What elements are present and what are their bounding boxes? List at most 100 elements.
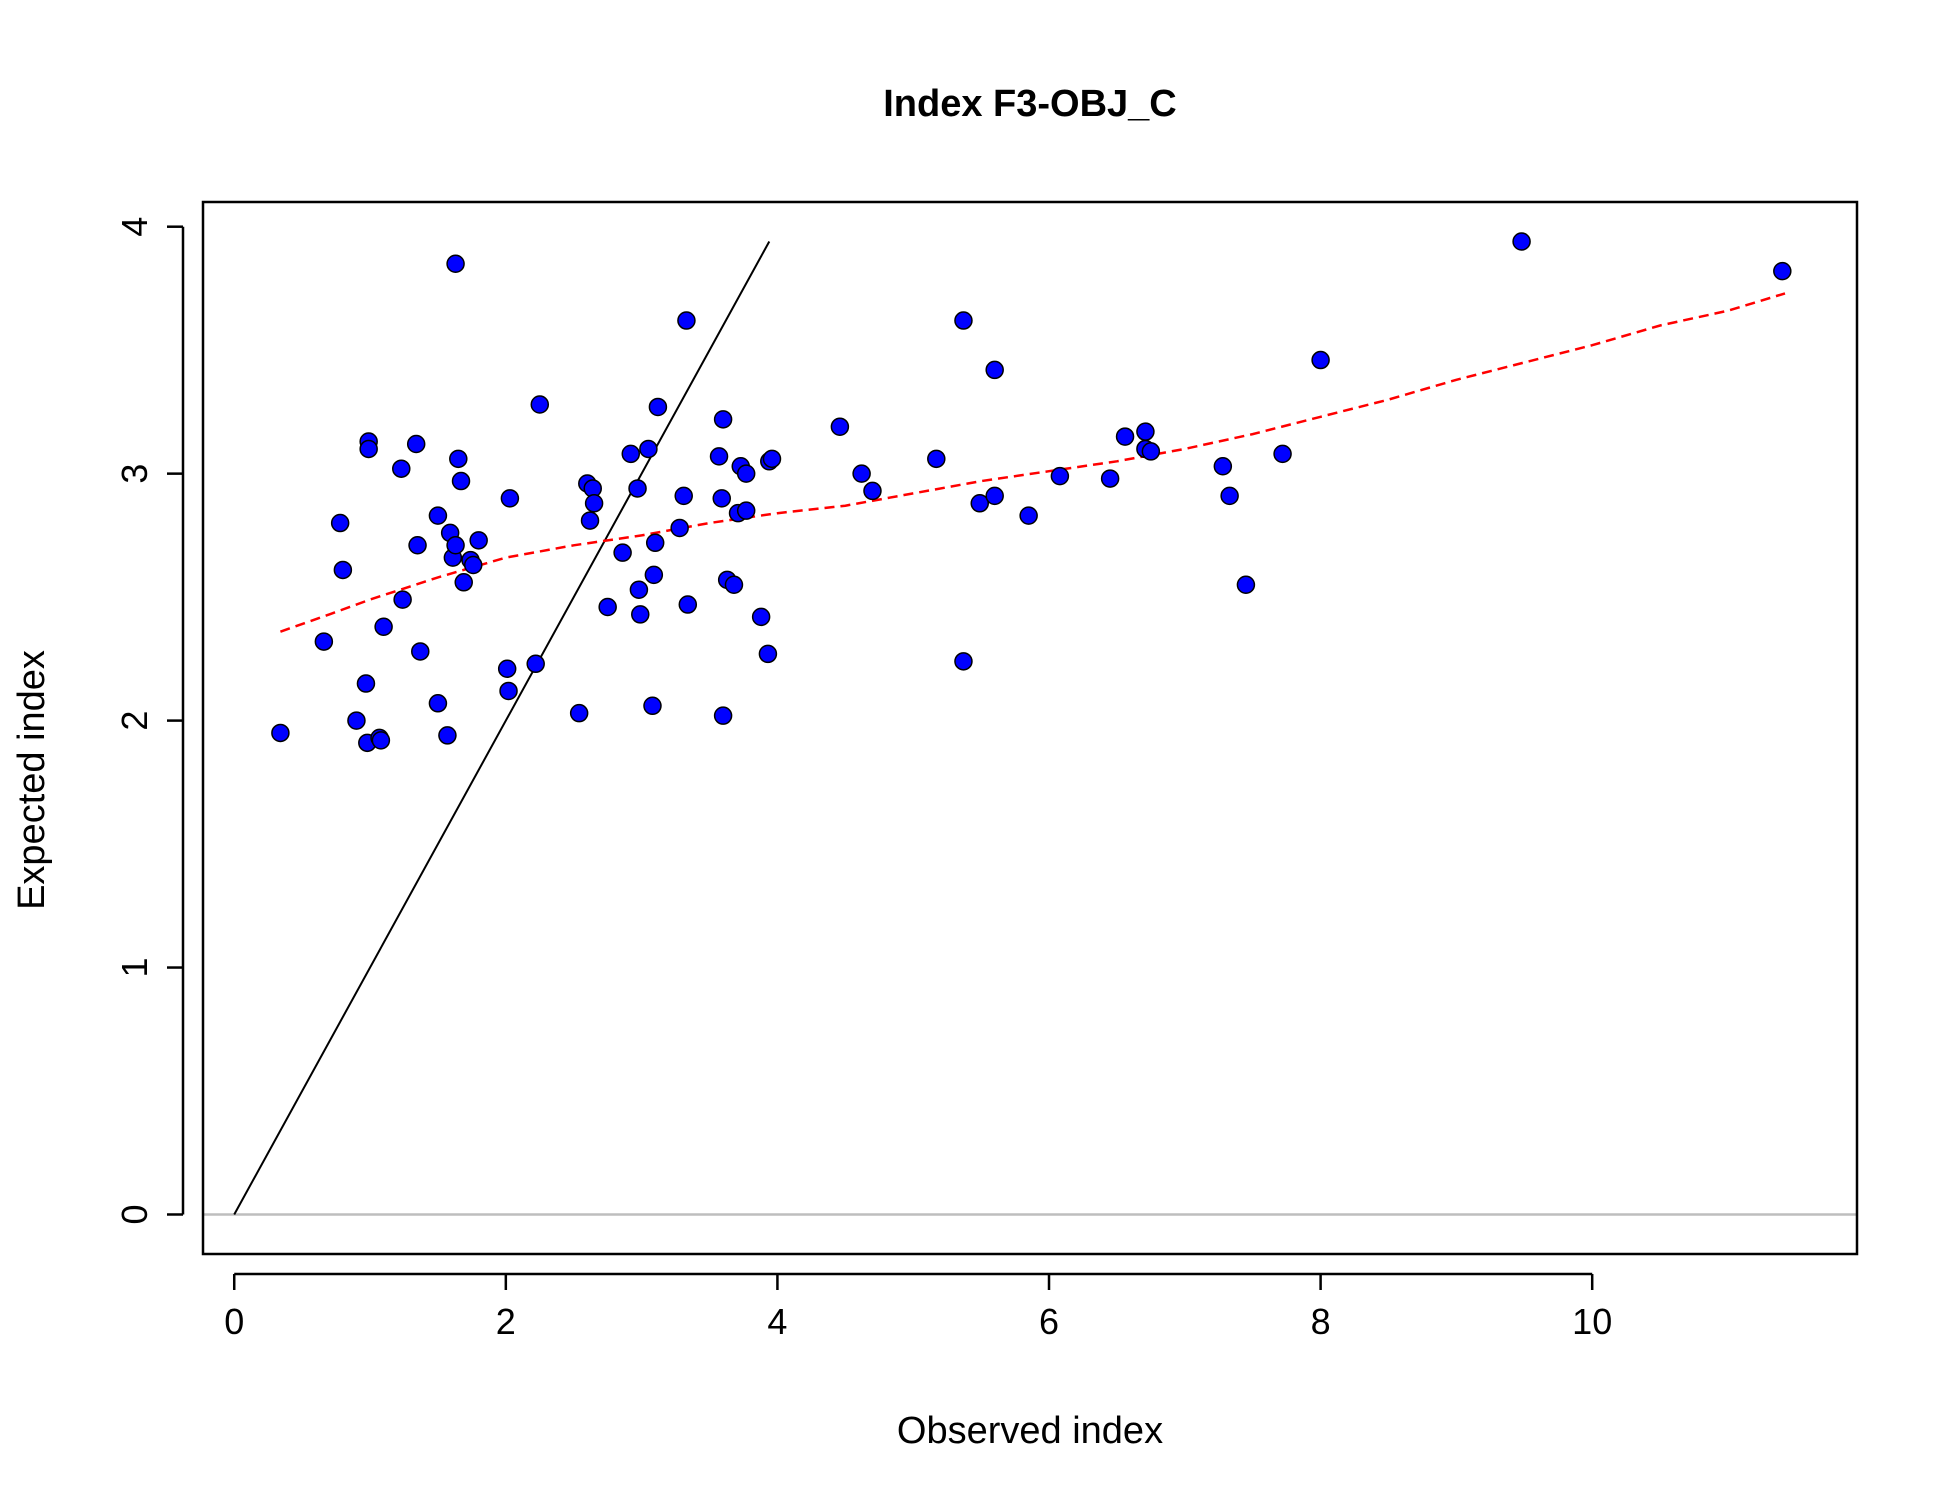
- y-tick-label: 1: [114, 958, 155, 978]
- data-point: [526, 654, 545, 674]
- data-point: [1236, 575, 1256, 595]
- data-point: [454, 573, 473, 592]
- data-point: [712, 489, 731, 508]
- data-point: [621, 444, 641, 464]
- x-tick-label: 6: [1039, 1301, 1059, 1342]
- data-point: [1019, 506, 1038, 525]
- data-point: [499, 681, 518, 701]
- data-point: [500, 489, 520, 508]
- data-point: [954, 311, 973, 330]
- data-point: [1220, 486, 1239, 506]
- data-point: [411, 642, 430, 661]
- data-point: [927, 449, 946, 469]
- data-point: [428, 506, 448, 525]
- data-point: [762, 449, 782, 469]
- data-point: [852, 464, 871, 483]
- reference-line-layer: [233, 241, 771, 1215]
- data-point: [1050, 466, 1070, 486]
- x-axis-label: Observed index: [897, 1410, 1163, 1452]
- data-point: [629, 580, 649, 599]
- data-point: [446, 254, 465, 273]
- data-point: [648, 397, 668, 417]
- data-point: [1141, 442, 1161, 461]
- data-point: [392, 459, 411, 478]
- data-point: [628, 479, 647, 498]
- data-point: [330, 513, 350, 533]
- data-point: [643, 696, 662, 716]
- data-point: [314, 632, 334, 651]
- data-point: [985, 360, 1004, 380]
- data-point: [569, 703, 589, 723]
- trend-line-layer: [279, 292, 1786, 633]
- reference-line: [233, 241, 771, 1215]
- data-point: [713, 410, 733, 429]
- data-point: [751, 607, 771, 627]
- y-tick-label: 2: [114, 711, 155, 731]
- x-tick-label: 10: [1572, 1301, 1612, 1342]
- data-point: [631, 605, 650, 624]
- data-point: [1273, 444, 1292, 464]
- data-point: [333, 560, 353, 580]
- data-point: [374, 617, 393, 637]
- trend-line: [279, 292, 1786, 633]
- data-point: [639, 439, 658, 459]
- data-point: [674, 486, 693, 506]
- data-point: [347, 711, 366, 730]
- points-layer: [271, 232, 1792, 753]
- y-tick-label: 0: [114, 1204, 155, 1224]
- x-tick-label: 2: [496, 1301, 516, 1342]
- data-point: [645, 533, 665, 553]
- axes-layer: 0 2 4 6 8 10 0 1 2 3 4: [114, 217, 1612, 1342]
- data-point: [736, 501, 756, 520]
- data-point: [736, 464, 756, 483]
- data-point: [954, 652, 973, 671]
- data-point: [446, 536, 465, 555]
- x-tick-label: 8: [1311, 1301, 1331, 1342]
- data-point: [406, 434, 426, 454]
- data-point: [451, 471, 471, 491]
- data-point: [580, 511, 600, 530]
- data-point: [598, 597, 617, 617]
- data-point: [970, 494, 990, 513]
- data-point: [670, 518, 689, 538]
- data-point: [1100, 469, 1120, 488]
- data-point: [613, 543, 632, 562]
- plot-frame: [201, 200, 1859, 1256]
- data-point: [408, 536, 427, 555]
- data-point: [678, 595, 698, 614]
- data-point: [356, 674, 376, 693]
- data-point: [1512, 232, 1531, 251]
- data-point: [863, 481, 882, 501]
- chart-title: Index F3-OBJ_C: [883, 83, 1177, 125]
- data-point: [985, 486, 1004, 506]
- data-point: [724, 575, 744, 595]
- data-point: [371, 731, 391, 750]
- data-point: [1311, 350, 1330, 370]
- data-point: [758, 644, 778, 664]
- data-point: [469, 531, 488, 550]
- data-point: [677, 311, 696, 330]
- data-point: [463, 555, 483, 575]
- data-point: [830, 417, 850, 436]
- data-point: [438, 726, 457, 745]
- data-point: [530, 395, 550, 414]
- data-point: [497, 659, 517, 678]
- data-point: [1115, 427, 1135, 446]
- y-tick-label: 3: [114, 464, 155, 484]
- data-point: [1773, 261, 1792, 281]
- x-tick-label: 4: [767, 1301, 787, 1342]
- y-axis-label: Expected index: [11, 650, 53, 910]
- data-point: [393, 590, 412, 609]
- data-point: [584, 494, 604, 513]
- data-point: [713, 706, 733, 725]
- x-tick-label: 0: [224, 1301, 244, 1342]
- data-point: [428, 694, 448, 713]
- data-point: [359, 439, 378, 459]
- data-point: [449, 449, 468, 469]
- data-point: [1136, 422, 1155, 441]
- data-point: [709, 447, 729, 466]
- data-point: [271, 723, 290, 743]
- y-tick-label: 4: [114, 217, 155, 237]
- data-point: [644, 565, 664, 585]
